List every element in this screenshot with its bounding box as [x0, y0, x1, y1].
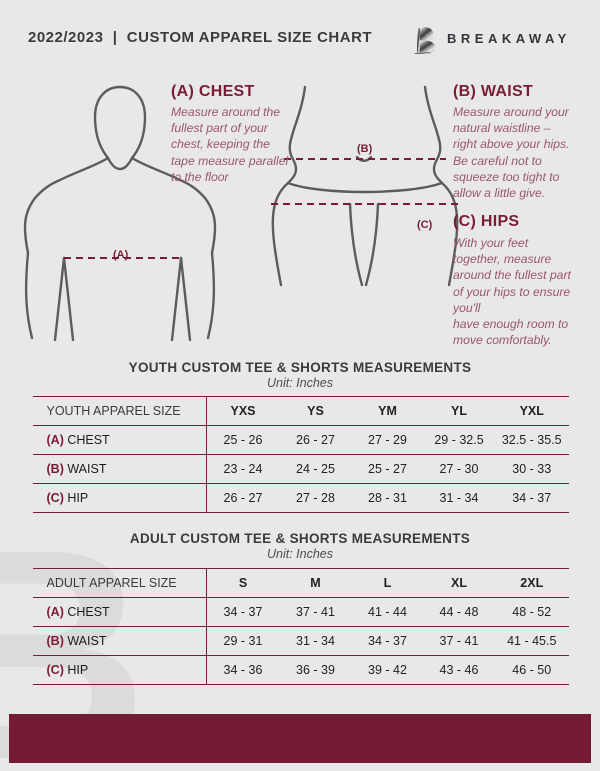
svg-text:BREAKAWAY: BREAKAWAY [447, 31, 571, 46]
